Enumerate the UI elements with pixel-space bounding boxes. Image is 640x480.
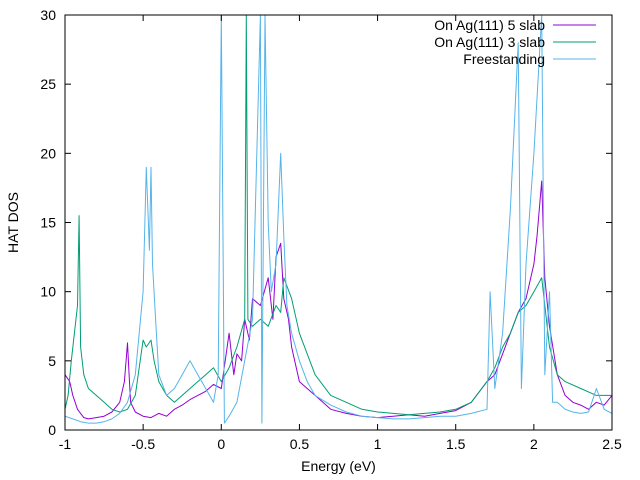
y-tick-label: 20 (40, 145, 56, 161)
y-ticks: 0 5 10 15 20 25 30 (40, 7, 612, 438)
x-axis-title: Energy (eV) (301, 458, 376, 474)
legend-label-2: On Ag(111) 3 slab (434, 34, 545, 50)
y-axis-title: HAT DOS (5, 192, 21, 253)
y-tick-label: 0 (48, 422, 56, 438)
series-line-3 (65, 15, 612, 424)
x-tick-label: 0.5 (290, 436, 310, 452)
series-layer (65, 15, 612, 424)
legend-label-3: Freestanding (463, 51, 545, 67)
x-tick-label: 1 (374, 436, 382, 452)
x-tick-label: 2 (530, 436, 538, 452)
series-line-2 (65, 15, 612, 416)
legend-label-1: On Ag(111) 5 slab (434, 17, 545, 33)
y-tick-label: 10 (40, 284, 56, 300)
y-tick-label: 30 (40, 7, 56, 23)
x-tick-label: 2.5 (602, 436, 622, 452)
x-ticks: -1 -0.5 0 0.5 1 1.5 2 2.5 (59, 15, 622, 452)
x-tick-label: 0 (217, 436, 225, 452)
x-tick-label: -0.5 (131, 436, 155, 452)
x-tick-label: -1 (59, 436, 72, 452)
y-tick-label: 15 (40, 215, 56, 231)
y-tick-label: 5 (48, 353, 56, 369)
x-tick-label: 1.5 (446, 436, 466, 452)
y-tick-label: 25 (40, 76, 56, 92)
